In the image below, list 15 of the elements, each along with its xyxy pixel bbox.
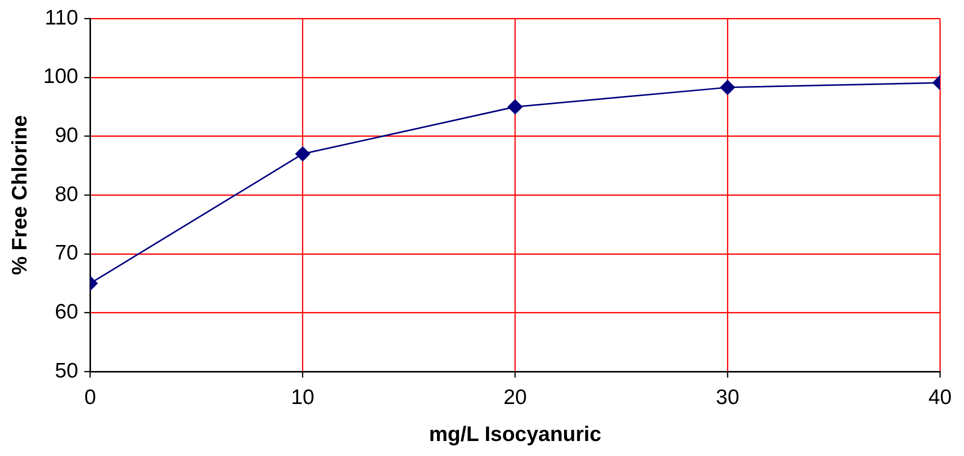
- x-tick-label: 40: [928, 386, 952, 409]
- x-axis-title: mg/L Isocyanuric: [428, 423, 602, 446]
- y-tick-label: 110: [44, 6, 78, 30]
- x-tick-label: 30: [716, 386, 740, 409]
- x-tick-label: 20: [503, 386, 527, 409]
- x-tick-label: 10: [291, 386, 314, 409]
- y-axis-title: % Free Chlorine: [8, 115, 32, 276]
- point: [508, 99, 523, 114]
- y-tick-label: 70: [54, 242, 78, 265]
- y-tick-label: 80: [54, 182, 78, 206]
- y-tick-label: 50: [54, 359, 78, 382]
- y-tick-label: 90: [54, 124, 78, 148]
- y-tick-label: 100: [43, 65, 78, 88]
- y-tick-label: 60: [54, 300, 78, 324]
- x-tick-label: 0: [84, 386, 96, 409]
